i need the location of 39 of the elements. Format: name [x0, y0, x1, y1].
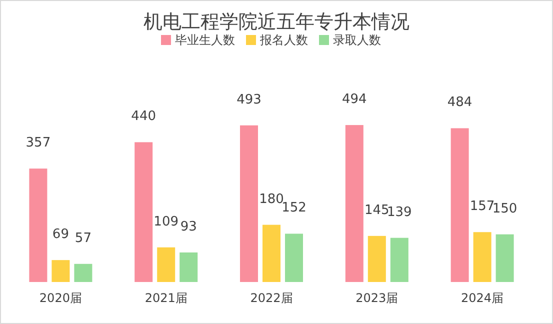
label: 180	[259, 192, 284, 207]
bar	[285, 234, 303, 282]
xtick: 2022届	[250, 291, 293, 305]
label: 69	[52, 227, 69, 242]
bar	[240, 125, 258, 282]
label: 484	[447, 95, 472, 110]
bar	[496, 234, 514, 282]
label: 157	[470, 199, 495, 214]
label: 139	[386, 204, 412, 220]
label: 93	[180, 219, 197, 234]
title: 机电工程学院近五年专升本情况	[144, 11, 410, 33]
label: 493	[236, 92, 262, 108]
legend-label: 毕业生人数	[175, 33, 235, 47]
bar	[52, 260, 70, 282]
bar	[450, 128, 469, 282]
label: 145	[364, 202, 390, 218]
bar	[390, 238, 408, 282]
bar	[29, 168, 48, 282]
label: 109	[154, 214, 179, 230]
bar	[473, 232, 492, 282]
bar	[157, 247, 176, 282]
bar	[368, 236, 386, 282]
label: 440	[131, 109, 156, 124]
label: 57	[74, 230, 92, 246]
legend-label: 报名人数	[259, 33, 308, 47]
label: 152	[282, 200, 306, 216]
xtick: 2024届	[461, 291, 504, 305]
label: 357	[26, 136, 51, 151]
xtick: 2020届	[39, 291, 82, 305]
label: 494	[342, 92, 367, 108]
xtick: 2023届	[356, 291, 398, 305]
bar	[74, 264, 92, 282]
xtick: 2021届	[144, 291, 188, 305]
bar	[134, 142, 153, 282]
legend-label: 录取人数	[333, 33, 381, 47]
bar	[345, 125, 364, 282]
label: 150	[492, 201, 518, 216]
bar	[262, 224, 280, 282]
bar	[180, 252, 198, 282]
